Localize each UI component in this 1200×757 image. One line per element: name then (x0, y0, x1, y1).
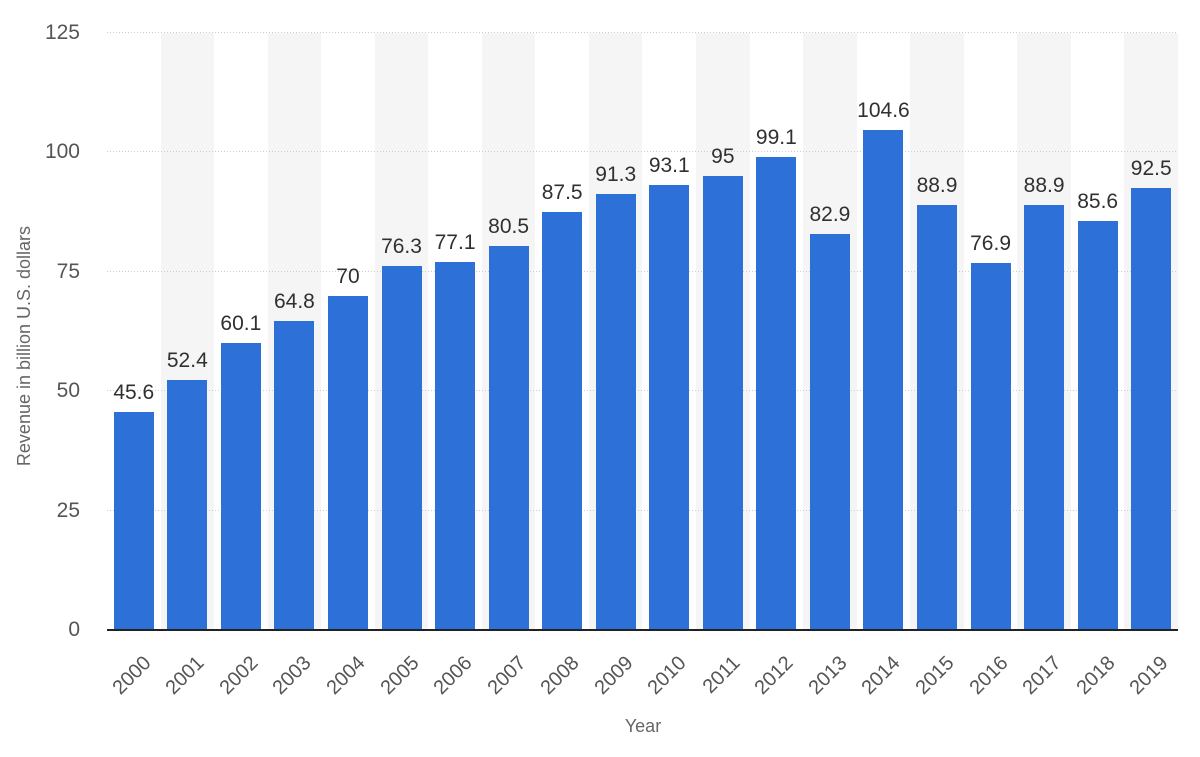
bar-2008[interactable] (542, 212, 583, 630)
bar-2012[interactable] (756, 156, 797, 630)
bar-2000[interactable] (113, 412, 154, 630)
value-label-2019: 92.5 (1130, 157, 1172, 181)
value-label-2010: 93.1 (648, 154, 690, 178)
bar-2019[interactable] (1131, 188, 1172, 630)
bar-2002[interactable] (220, 342, 261, 630)
x-axis-title: Year (624, 716, 662, 736)
y-tick-label-25: 25 (56, 498, 80, 522)
bar-2016[interactable] (970, 262, 1011, 630)
y-tick-label-50: 50 (56, 379, 80, 403)
bar-2007[interactable] (488, 245, 529, 630)
value-label-2009: 91.3 (595, 162, 637, 186)
value-label-2018: 85.6 (1077, 190, 1119, 214)
value-label-2015: 88.9 (916, 174, 958, 198)
plot-area: 45.6 52.4 60.1 64.8 70 76.3 77.1 80.5 87.5 91.3 93… (107, 32, 1178, 630)
value-label-2005: 76.3 (381, 234, 422, 258)
value-label-2007: 80.5 (488, 214, 530, 238)
bar-2011[interactable] (702, 176, 743, 630)
bar-2017[interactable] (1024, 205, 1065, 630)
y-axis-title: Revenue in billion U.S. dollars (14, 225, 34, 467)
bar-2006[interactable] (435, 261, 476, 630)
bar-2014[interactable] (863, 130, 904, 630)
value-label-2012: 99.1 (755, 125, 797, 149)
bar-2015[interactable] (917, 205, 958, 630)
value-label-2004: 70 (336, 264, 360, 288)
value-label-2006: 77.1 (434, 230, 476, 254)
gridline-75 (107, 270, 1178, 272)
bar-2009[interactable] (595, 193, 636, 630)
y-tick-label-125: 125 (44, 21, 80, 44)
value-label-2011: 95 (711, 145, 735, 169)
y-tick-label-0: 0 (68, 618, 80, 641)
bar-2013[interactable] (809, 234, 850, 630)
bar-2018[interactable] (1077, 221, 1118, 630)
value-label-2003: 64.8 (273, 289, 315, 313)
bar-2004[interactable] (327, 295, 368, 630)
value-label-2016: 76.9 (970, 231, 1011, 255)
bar-2003[interactable] (274, 320, 315, 630)
y-tick-label-100: 100 (44, 140, 80, 164)
value-label-2000: 45.6 (113, 381, 155, 405)
gridline-100 (107, 151, 1178, 153)
value-label-2013: 82.9 (809, 203, 851, 227)
x-axis-line (107, 629, 1178, 631)
value-label-2002: 60.1 (220, 311, 262, 335)
value-label-2001: 52.4 (166, 348, 208, 372)
bar-2010[interactable] (649, 185, 690, 630)
value-label-2014: 104.6 (857, 99, 910, 123)
y-tick-label-75: 75 (56, 259, 80, 283)
bar-2005[interactable] (381, 265, 422, 630)
bar-2001[interactable] (167, 379, 208, 630)
value-label-2017: 88.9 (1023, 174, 1065, 198)
gridline-50 (107, 390, 1178, 392)
value-label-2008: 87.5 (541, 181, 583, 205)
gridline-25 (107, 509, 1178, 511)
gridline-125 (107, 32, 1178, 33)
